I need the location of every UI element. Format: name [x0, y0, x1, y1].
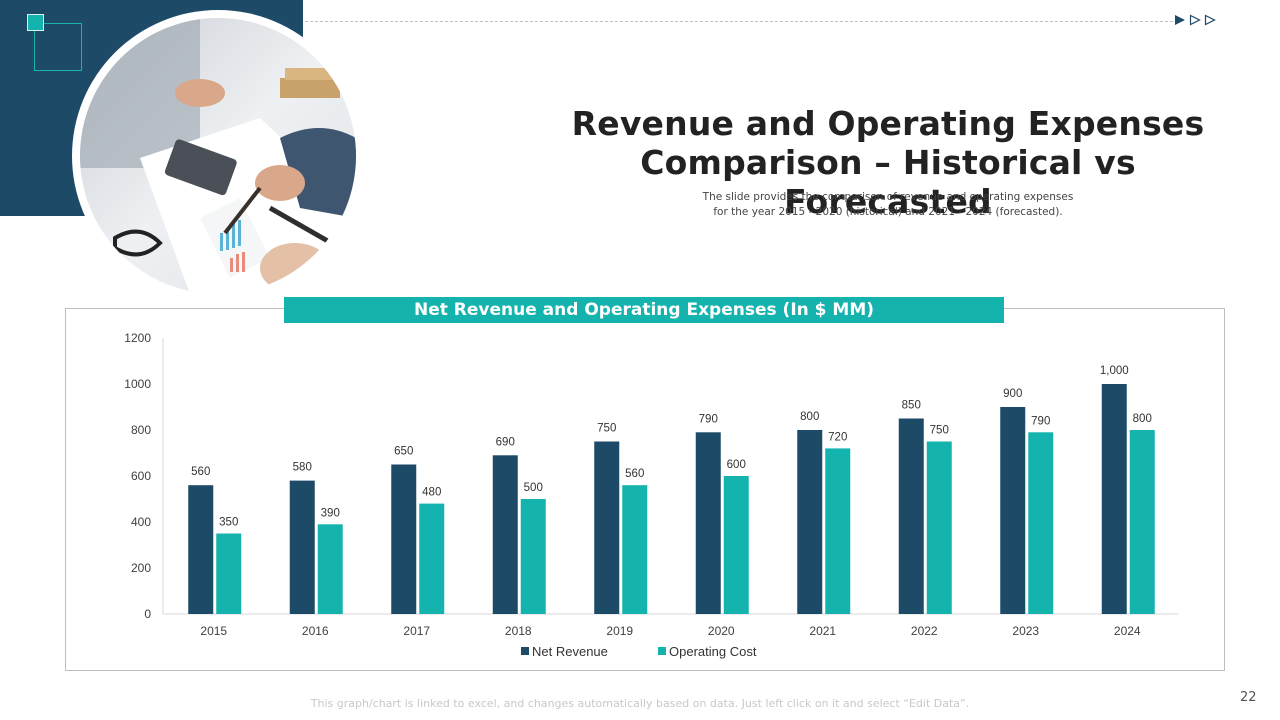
operating-cost-label: 750 [930, 425, 949, 437]
net-revenue-bar [797, 430, 823, 614]
footer-note: This graph/chart is linked to excel, and… [310, 697, 970, 710]
net-revenue-bar [1101, 384, 1127, 614]
y-tick-label: 1200 [124, 331, 151, 345]
page-subtitle: The slide provides the comparison of rev… [640, 190, 1136, 220]
operating-cost-label: 350 [219, 517, 238, 529]
net-revenue-label: 1,000 [1100, 365, 1129, 377]
net-revenue-bar [188, 485, 214, 614]
operating-cost-bar [622, 485, 648, 614]
y-tick-label: 1000 [124, 377, 151, 391]
operating-cost-label: 600 [727, 459, 746, 471]
net-revenue-label: 580 [293, 462, 312, 474]
x-tick-label: 2020 [708, 624, 735, 638]
x-tick-label: 2023 [1012, 624, 1039, 638]
y-tick-label: 600 [131, 469, 151, 483]
legend-label-net-revenue: Net Revenue [532, 644, 608, 659]
operating-cost-label: 720 [828, 431, 847, 443]
net-revenue-bar [1000, 407, 1026, 614]
legend-swatch-net-revenue [521, 647, 529, 655]
chart-legend: Net Revenue Operating Cost [521, 644, 757, 659]
operating-cost-bar [317, 524, 343, 614]
x-tick-label: 2021 [809, 624, 836, 638]
operating-cost-label: 480 [422, 487, 441, 499]
operating-cost-bar [926, 441, 952, 614]
operating-cost-bar [1028, 432, 1054, 614]
net-revenue-bar [492, 455, 518, 614]
net-revenue-label: 650 [394, 446, 413, 458]
nav-arrows [1174, 14, 1216, 26]
operating-cost-bar [723, 476, 749, 614]
operating-cost-bar [419, 503, 445, 614]
play-outline-icon [1204, 14, 1216, 26]
page-number: 22 [1240, 690, 1257, 705]
net-revenue-label: 690 [496, 436, 515, 448]
x-tick-label: 2022 [911, 624, 938, 638]
legend-label-operating-cost: Operating Cost [669, 644, 757, 659]
subtitle-line-2: for the year 2015 - 2020 (historical) an… [713, 206, 1063, 218]
net-revenue-bar [898, 418, 924, 614]
play-outline-icon [1189, 14, 1201, 26]
decorative-square-filled [27, 14, 44, 31]
net-revenue-bar [391, 464, 417, 614]
chart-data-labels: 560 350 580 390 650 480 690 500 750 560 790 600 800 7… [191, 365, 1152, 529]
net-revenue-label: 560 [191, 466, 210, 478]
photo-illustration-icon [80, 18, 356, 294]
operating-cost-label: 790 [1031, 415, 1050, 427]
y-tick-label: 0 [144, 607, 151, 621]
title-line-2: Comparison – Historical vs Forecasted [640, 143, 1136, 221]
net-revenue-label: 850 [902, 400, 921, 412]
y-tick-label: 400 [131, 515, 151, 529]
operating-cost-bar [1129, 430, 1155, 614]
operating-cost-bar [216, 533, 242, 614]
net-revenue-label: 790 [699, 413, 718, 425]
net-revenue-label: 900 [1003, 388, 1022, 400]
operating-cost-label: 800 [1133, 413, 1152, 425]
y-tick-label: 200 [131, 561, 151, 575]
top-dashed-divider [305, 21, 1173, 22]
x-tick-label: 2017 [403, 624, 430, 638]
operating-cost-bar [520, 499, 546, 614]
operating-cost-label: 560 [625, 468, 644, 480]
x-tick-label: 2016 [302, 624, 329, 638]
net-revenue-bar [289, 480, 315, 614]
net-revenue-bar [594, 441, 620, 614]
legend-swatch-operating-cost [658, 647, 666, 655]
operating-cost-bar [825, 448, 851, 614]
y-tick-label: 800 [131, 423, 151, 437]
decorative-square-outline [34, 23, 82, 71]
operating-cost-label: 500 [524, 482, 543, 494]
title-line-1: Revenue and Operating Expenses [571, 104, 1205, 143]
subtitle-line-1: The slide provides the comparison of rev… [702, 191, 1074, 203]
x-tick-label: 2018 [505, 624, 532, 638]
page-title: Revenue and Operating Expenses Compariso… [548, 104, 1228, 221]
net-revenue-label: 800 [800, 411, 819, 423]
net-revenue-bar [695, 432, 721, 614]
x-tick-label: 2019 [606, 624, 633, 638]
operating-cost-label: 390 [321, 507, 340, 519]
chart-bars [188, 384, 1155, 614]
chart-title-banner: Net Revenue and Operating Expenses (In $… [284, 297, 1004, 323]
play-filled-icon [1175, 15, 1185, 25]
x-tick-label: 2024 [1114, 624, 1141, 638]
x-tick-label: 2015 [200, 624, 227, 638]
net-revenue-label: 750 [597, 423, 616, 435]
business-meeting-photo [72, 10, 364, 302]
